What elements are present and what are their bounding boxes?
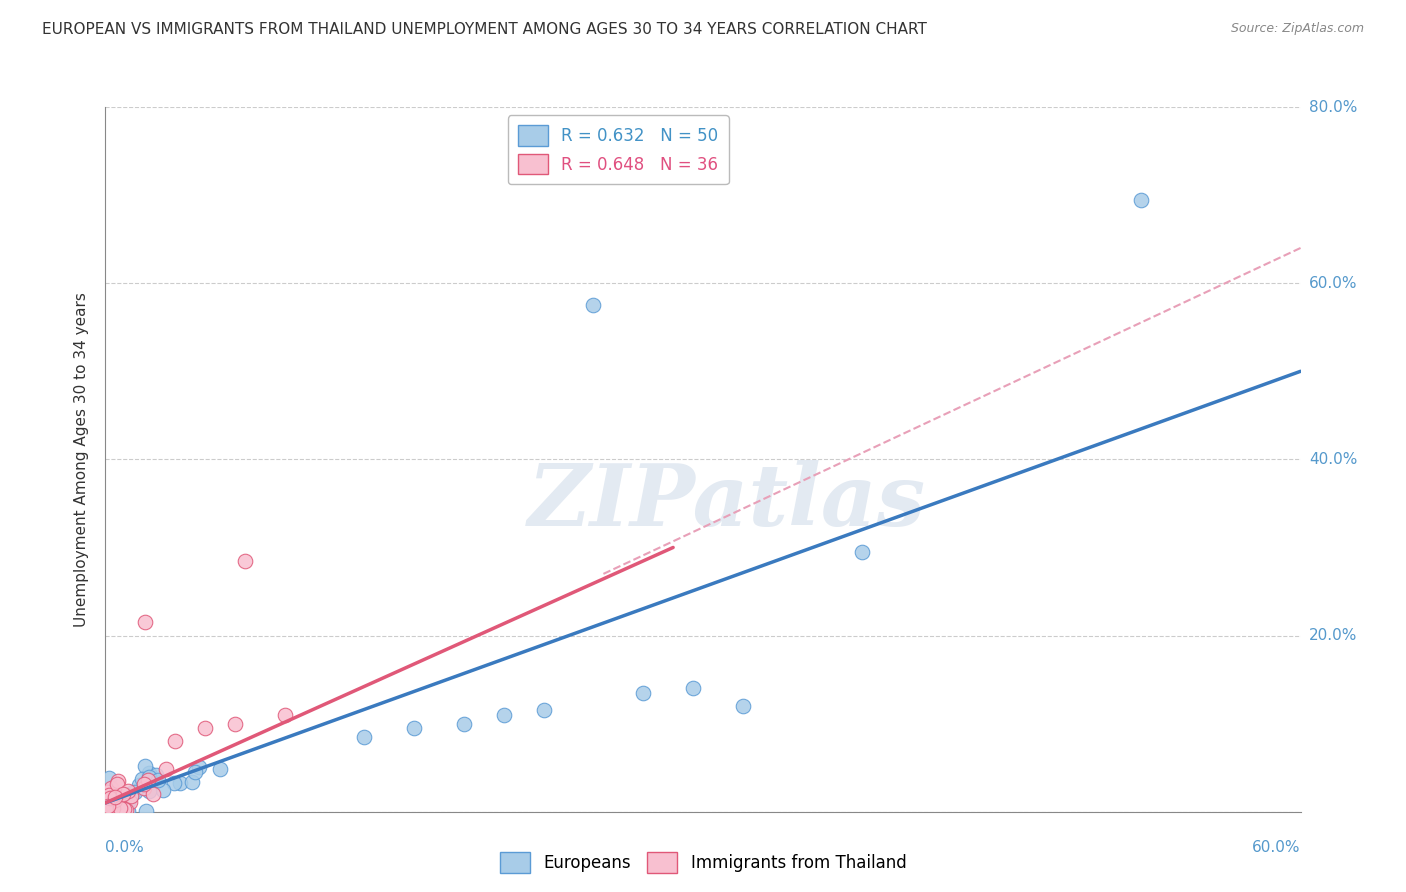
Point <box>124 785 146 799</box>
Point <box>131 772 153 787</box>
Text: EUROPEAN VS IMMIGRANTS FROM THAILAND UNEMPLOYMENT AMONG AGES 30 TO 34 YEARS CORR: EUROPEAN VS IMMIGRANTS FROM THAILAND UNE… <box>42 22 927 37</box>
Text: 80.0%: 80.0% <box>1309 100 1357 114</box>
Point <box>233 554 256 568</box>
Point <box>96 804 118 818</box>
Point <box>100 780 122 795</box>
Point <box>105 796 128 810</box>
Point <box>114 789 136 804</box>
Text: 0.0%: 0.0% <box>105 840 145 855</box>
Point <box>107 793 129 807</box>
Point <box>163 776 186 790</box>
Point <box>132 781 155 796</box>
Text: 40.0%: 40.0% <box>1309 452 1357 467</box>
Point <box>188 759 211 773</box>
Point <box>105 777 128 791</box>
Point <box>112 788 135 802</box>
Point <box>104 793 127 807</box>
Point <box>208 762 231 776</box>
Point <box>851 545 873 559</box>
Point <box>134 615 156 630</box>
Point <box>100 804 122 818</box>
Point <box>96 801 118 815</box>
Point <box>96 796 118 810</box>
Point <box>107 789 129 804</box>
Point <box>353 730 375 744</box>
Point <box>100 790 122 805</box>
Y-axis label: Unemployment Among Ages 30 to 34 years: Unemployment Among Ages 30 to 34 years <box>75 292 90 627</box>
Point <box>115 803 138 817</box>
Point <box>105 804 128 818</box>
Point <box>273 707 295 722</box>
Point <box>453 716 475 731</box>
Point <box>136 772 159 787</box>
Point <box>105 792 128 806</box>
Point <box>104 789 127 804</box>
Point <box>96 802 118 816</box>
Point <box>117 795 139 809</box>
Point <box>169 775 191 789</box>
Point <box>155 762 177 776</box>
Point <box>731 699 754 714</box>
Point <box>138 784 160 798</box>
Point <box>180 775 202 789</box>
Point <box>98 791 121 805</box>
Text: ZIPatlas: ZIPatlas <box>527 460 927 543</box>
Point <box>104 795 127 809</box>
Point <box>682 681 704 696</box>
Point <box>224 716 246 731</box>
Point <box>122 785 145 799</box>
Point <box>105 787 128 801</box>
Point <box>118 796 141 810</box>
Legend: R = 0.632   N = 50, R = 0.648   N = 36: R = 0.632 N = 50, R = 0.648 N = 36 <box>508 115 728 185</box>
Point <box>98 789 121 803</box>
Point <box>118 793 141 807</box>
Point <box>152 782 174 797</box>
Point <box>98 796 121 810</box>
Point <box>114 787 136 801</box>
Point <box>112 802 135 816</box>
Point <box>107 774 129 789</box>
Point <box>142 788 165 802</box>
Point <box>134 759 156 773</box>
Point <box>184 764 207 779</box>
Point <box>132 777 155 791</box>
Point <box>492 707 515 722</box>
Point <box>100 804 122 818</box>
Point <box>1130 193 1153 207</box>
Text: Source: ZipAtlas.com: Source: ZipAtlas.com <box>1230 22 1364 36</box>
Point <box>128 778 150 792</box>
Point <box>145 768 167 782</box>
Point <box>103 804 125 818</box>
Text: 60.0%: 60.0% <box>1309 276 1357 291</box>
Point <box>533 703 555 717</box>
Point <box>101 801 124 815</box>
Point <box>98 798 121 813</box>
Point <box>97 798 120 813</box>
Point <box>108 801 131 815</box>
Point <box>96 785 118 799</box>
Point <box>146 773 169 788</box>
Point <box>165 734 187 748</box>
Point <box>98 771 121 785</box>
Point <box>404 721 426 735</box>
Point <box>633 686 655 700</box>
Point <box>96 788 118 802</box>
Point <box>135 804 157 818</box>
Point <box>138 766 160 780</box>
Point <box>104 795 127 809</box>
Point <box>117 804 139 818</box>
Point <box>96 796 118 810</box>
Point <box>194 721 217 735</box>
Point <box>96 795 118 809</box>
Point <box>120 789 142 803</box>
Text: 60.0%: 60.0% <box>1253 840 1301 855</box>
Point <box>582 298 605 312</box>
Point <box>104 804 127 818</box>
Legend: Europeans, Immigrants from Thailand: Europeans, Immigrants from Thailand <box>494 846 912 880</box>
Point <box>138 770 160 784</box>
Point <box>117 784 139 798</box>
Text: 20.0%: 20.0% <box>1309 628 1357 643</box>
